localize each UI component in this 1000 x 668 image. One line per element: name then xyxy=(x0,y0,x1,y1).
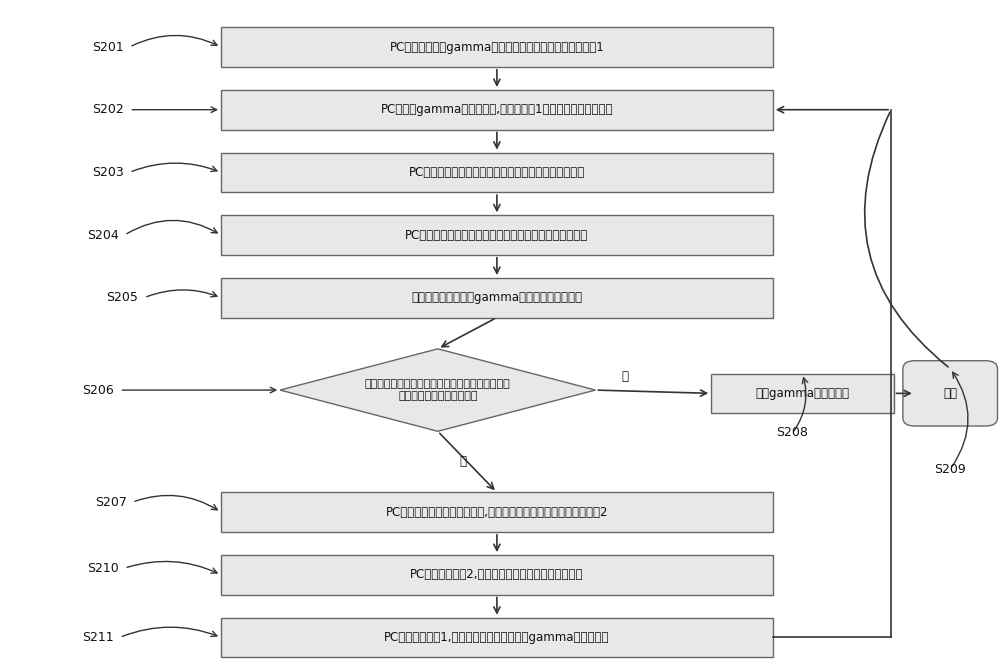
FancyBboxPatch shape xyxy=(221,152,773,192)
Text: S205: S205 xyxy=(106,291,138,304)
Text: PC机获取并计算gamma寄存器参数及灰阶电压值的查找表1: PC机获取并计算gamma寄存器参数及灰阶电压值的查找表1 xyxy=(390,41,604,53)
Text: PC机通过色彩分析仪读取显示装置的测试亮度值和色度值: PC机通过色彩分析仪读取显示装置的测试亮度值和色度值 xyxy=(405,228,589,242)
Text: S211: S211 xyxy=(82,631,114,644)
Polygon shape xyxy=(280,349,595,432)
FancyBboxPatch shape xyxy=(711,373,894,413)
Text: PC机查询查找表2,得出目标亮度值对应的灰阶电压值: PC机查询查找表2,得出目标亮度值对应的灰阶电压值 xyxy=(410,568,584,581)
Text: 固化gamma寄存器参数: 固化gamma寄存器参数 xyxy=(755,387,849,400)
Text: PC机发送gamma寄存器参数,查询查找表1得到对应的灰阶电压值: PC机发送gamma寄存器参数,查询查找表1得到对应的灰阶电压值 xyxy=(381,104,613,116)
FancyBboxPatch shape xyxy=(221,215,773,255)
Text: S209: S209 xyxy=(934,463,966,476)
FancyBboxPatch shape xyxy=(221,90,773,130)
Text: S207: S207 xyxy=(95,496,127,509)
FancyBboxPatch shape xyxy=(221,618,773,657)
Text: S206: S206 xyxy=(82,383,114,397)
Text: S204: S204 xyxy=(87,228,119,242)
Text: S202: S202 xyxy=(92,104,124,116)
Text: 否: 否 xyxy=(459,456,466,468)
FancyBboxPatch shape xyxy=(903,361,998,426)
Text: S203: S203 xyxy=(92,166,124,179)
Text: S208: S208 xyxy=(777,426,808,440)
FancyBboxPatch shape xyxy=(221,492,773,532)
Text: S201: S201 xyxy=(92,41,124,53)
Text: PC机扩充亮度值与灰阶电压值,并形成亮度值与灰阶电压值的查找表2: PC机扩充亮度值与灰阶电压值,并形成亮度值与灰阶电压值的查找表2 xyxy=(386,506,608,518)
Text: 由亮度值、色度值和gamma值计算出目标亮度值: 由亮度值、色度值和gamma值计算出目标亮度值 xyxy=(411,291,582,304)
FancyBboxPatch shape xyxy=(221,27,773,67)
FancyBboxPatch shape xyxy=(221,555,773,595)
FancyBboxPatch shape xyxy=(221,278,773,317)
Text: PC机通过测试图案发生器发送白色灰阶画面给显示装置: PC机通过测试图案发生器发送白色灰阶画面给显示装置 xyxy=(409,166,585,179)
Text: S210: S210 xyxy=(87,562,119,574)
Text: 是: 是 xyxy=(622,370,629,383)
Text: PC机查询查找表1,得到与灰阶电压值对应的gamma寄存器参数: PC机查询查找表1,得到与灰阶电压值对应的gamma寄存器参数 xyxy=(384,631,610,644)
Text: 判断在不同灰阶下的测试亮度值与目标亮度值的差
的平方和是否满足误差范围: 判断在不同灰阶下的测试亮度值与目标亮度值的差 的平方和是否满足误差范围 xyxy=(365,379,511,401)
Text: 结束: 结束 xyxy=(943,387,957,400)
